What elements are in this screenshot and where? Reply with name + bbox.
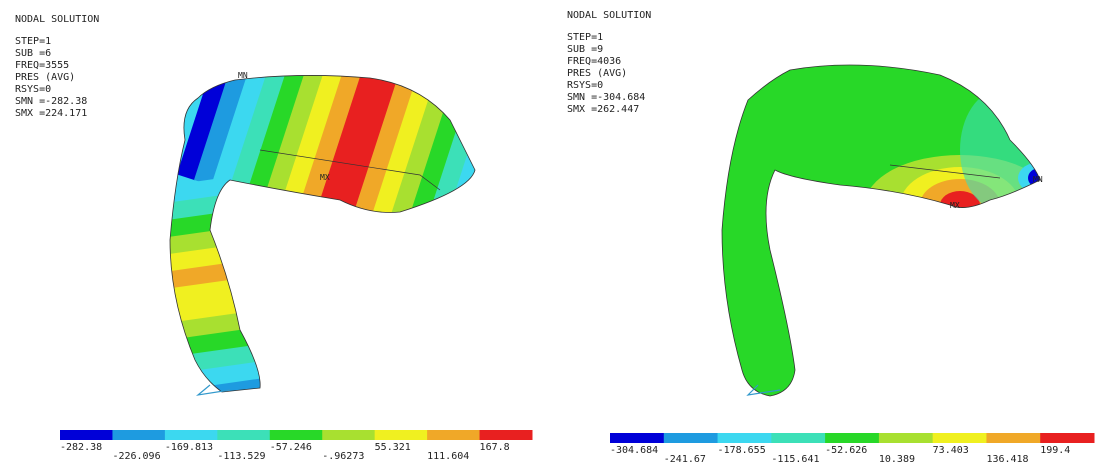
legend-swatch <box>270 430 323 440</box>
model-right <box>700 50 1062 410</box>
screenshot: NODAL SOLUTIONSTEP=1SUB =6FREQ=3555PRES … <box>0 0 1095 464</box>
legend-label: -304.684 <box>610 445 658 456</box>
legend-swatch <box>1040 433 1094 443</box>
legend-swatch <box>771 433 825 443</box>
node-label: MX <box>950 201 960 210</box>
legend-swatch <box>427 430 480 440</box>
node-label: MN <box>238 71 248 80</box>
plot-info: SMN =-282.38 <box>15 96 87 107</box>
plot-info: SMX =262.447 <box>567 104 639 115</box>
plot-info: STEP=1 <box>15 36 51 47</box>
legend-swatch <box>986 433 1040 443</box>
legend-label: -57.246 <box>270 442 312 453</box>
plot-info: STEP=1 <box>567 32 603 43</box>
plot-header: NODAL SOLUTION <box>15 14 99 25</box>
legend-swatch <box>322 430 375 440</box>
legend-label: 167.8 <box>480 442 510 453</box>
plot-info: PRES (AVG) <box>15 72 75 83</box>
plot-info: PRES (AVG) <box>567 68 627 79</box>
legend-label: -.96273 <box>322 451 364 462</box>
legend-label: 111.604 <box>427 451 469 462</box>
legend-label: -169.813 <box>165 442 213 453</box>
legend-swatch <box>112 430 165 440</box>
legend-swatch <box>879 433 933 443</box>
plot-info: SMN =-304.684 <box>567 92 645 103</box>
plot-info: FREQ=4036 <box>567 56 621 67</box>
legend-label: -282.38 <box>60 442 102 453</box>
legend-label: -115.641 <box>771 454 819 464</box>
legend-swatch <box>825 433 879 443</box>
contour-band <box>700 50 1060 410</box>
plot-info: SUB =9 <box>567 44 603 55</box>
plot-info: RSYS=0 <box>15 84 51 95</box>
legend-label: 10.389 <box>879 454 915 464</box>
legend-label: -241.67 <box>664 454 706 464</box>
node-label: MX <box>320 173 330 182</box>
plot-info: RSYS=0 <box>567 80 603 91</box>
legend-label: -52.626 <box>825 445 867 456</box>
model-left <box>137 3 508 410</box>
legend-swatch <box>217 430 270 440</box>
legend-swatch <box>610 433 664 443</box>
legend-label: 136.418 <box>986 454 1028 464</box>
legend-swatch <box>933 433 987 443</box>
legend-label: -113.529 <box>217 451 265 462</box>
legend-swatch <box>165 430 218 440</box>
legend-label: -178.655 <box>718 445 766 456</box>
legend-label: -226.096 <box>112 451 160 462</box>
plot-info: SMX =224.171 <box>15 108 87 119</box>
plot-info: FREQ=3555 <box>15 60 69 71</box>
axis-triad <box>198 385 780 395</box>
legend-swatch <box>480 430 533 440</box>
legend-label: 55.321 <box>375 442 411 453</box>
legend-swatch <box>375 430 428 440</box>
legend-swatch <box>60 430 113 440</box>
contour-band <box>960 90 1040 210</box>
legend-swatch <box>664 433 718 443</box>
plot-header: NODAL SOLUTION <box>567 10 651 21</box>
node-label: MN <box>1033 175 1043 184</box>
legend-label: 73.403 <box>933 445 969 456</box>
plot-info: SUB =6 <box>15 48 51 59</box>
legend-label: 199.4 <box>1040 445 1070 456</box>
legend-swatch <box>718 433 772 443</box>
